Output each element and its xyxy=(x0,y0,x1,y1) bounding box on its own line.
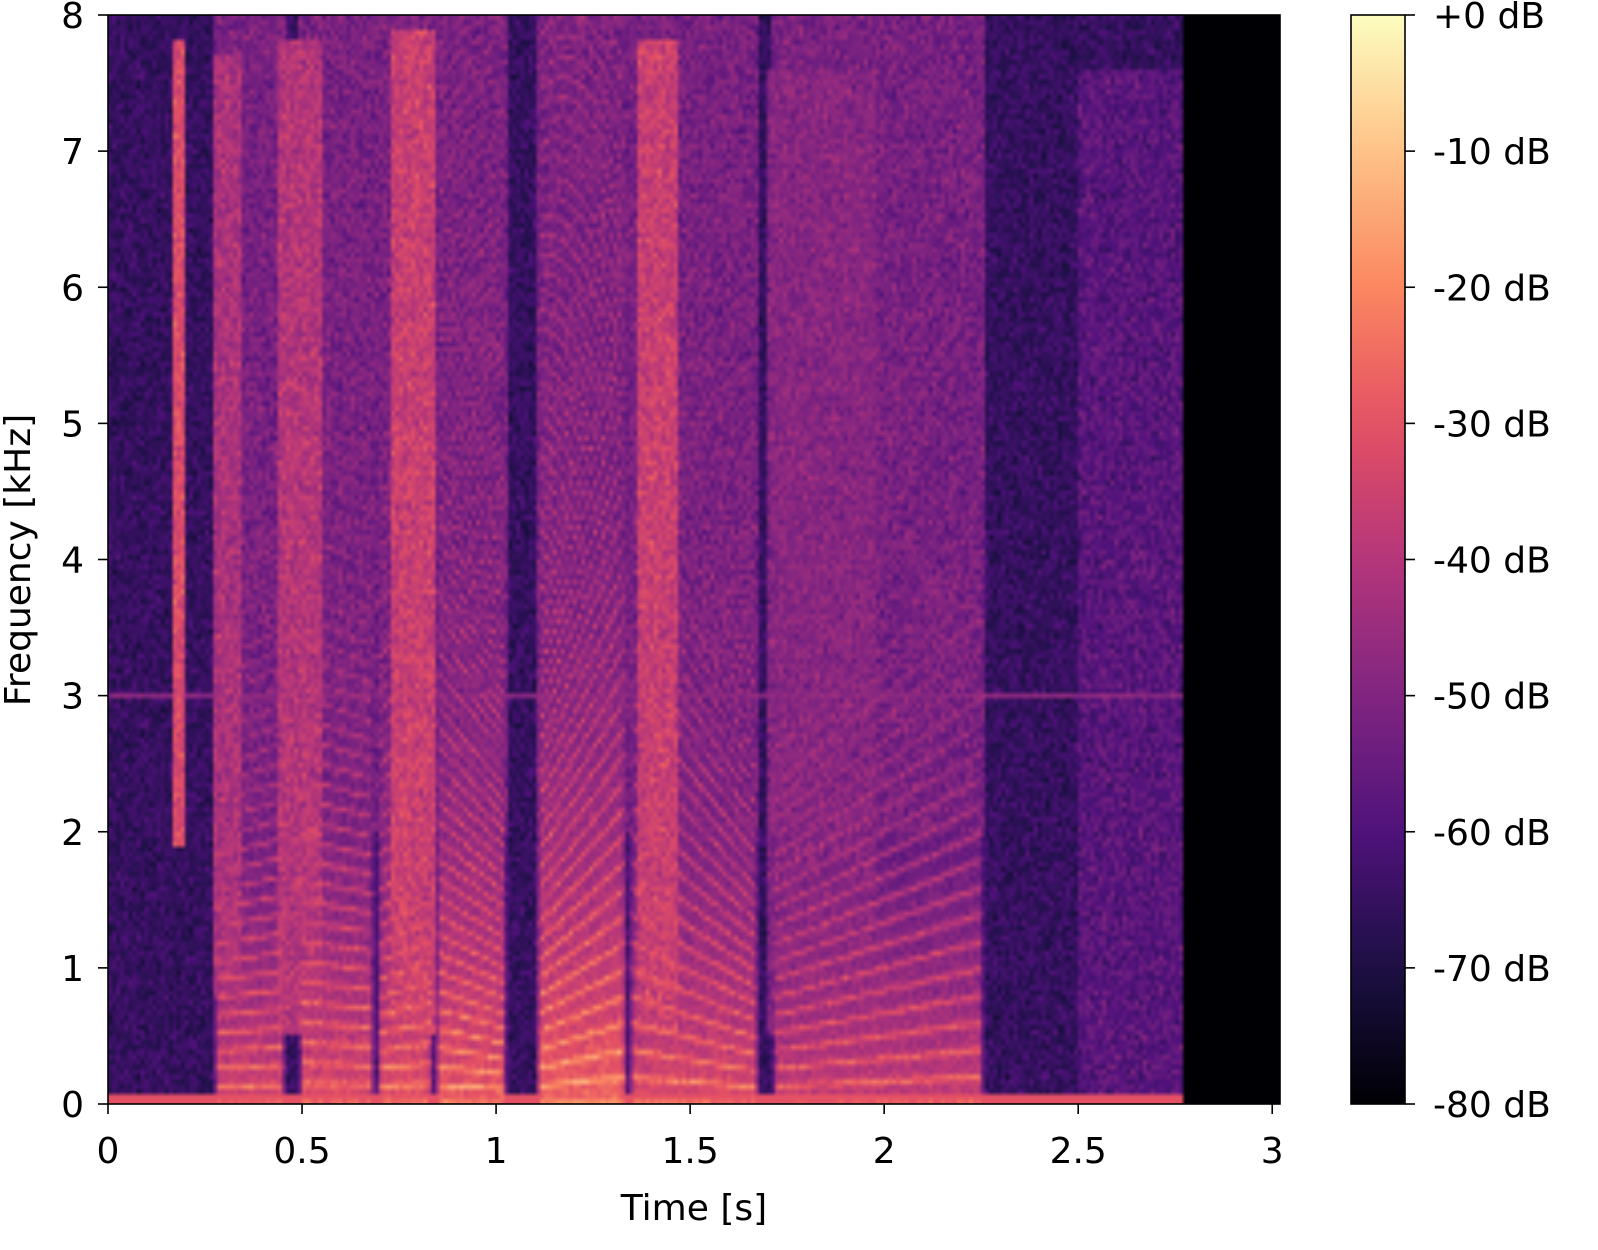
colorbar-tick-label: -20 dB xyxy=(1433,268,1551,309)
x-axis-ticks: 0 0.5 1 1.5 2 2.5 3 xyxy=(97,1104,1284,1172)
colorbar-tick-label: -40 dB xyxy=(1433,541,1551,582)
colorbar-tick-label: +0 dB xyxy=(1433,0,1545,37)
y-tick-label: 0 xyxy=(61,1085,84,1126)
x-tick-label: 2 xyxy=(873,1131,896,1172)
x-axis-label: Time [s] xyxy=(620,1188,767,1229)
x-tick-label: 0.5 xyxy=(273,1131,330,1172)
colorbar-tick-label: -80 dB xyxy=(1433,1085,1551,1126)
y-tick-label: 8 xyxy=(61,0,84,37)
y-tick-label: 7 xyxy=(61,132,84,173)
y-axis-label: Frequency [kHz] xyxy=(0,414,39,706)
x-tick-label: 2.5 xyxy=(1050,1131,1107,1172)
colorbar-ticks: +0 dB -10 dB -20 dB -30 dB -40 dB -50 dB -60 d… xyxy=(1405,0,1551,1126)
colorbar-tick-label: -60 dB xyxy=(1433,813,1551,854)
colorbar-tick-label: -50 dB xyxy=(1433,677,1551,718)
colorbar-gradient xyxy=(1351,15,1405,1104)
colorbar-tick-label: -30 dB xyxy=(1433,404,1551,445)
spectrogram-axes: 0 0.5 1 1.5 2 2.5 3 0 1 2 3 4 5 6 7 8 Time [s] Frequen… xyxy=(0,0,1284,1229)
y-tick-label: 5 xyxy=(61,404,84,445)
y-tick-label: 2 xyxy=(61,813,84,854)
y-tick-label: 6 xyxy=(61,268,84,309)
x-tick-label: 1.5 xyxy=(661,1131,718,1172)
x-tick-label: 1 xyxy=(485,1131,508,1172)
y-tick-label: 3 xyxy=(61,677,84,718)
x-tick-label: 3 xyxy=(1261,1131,1284,1172)
x-tick-label: 0 xyxy=(97,1131,120,1172)
y-axis-ticks: 0 1 2 3 4 5 6 7 8 xyxy=(61,0,108,1126)
spectrogram-image xyxy=(108,15,1280,1104)
y-tick-label: 4 xyxy=(61,541,84,582)
y-tick-label: 1 xyxy=(61,949,84,990)
colorbar: +0 dB -10 dB -20 dB -30 dB -40 dB -50 dB -60 d… xyxy=(1350,0,1551,1126)
colorbar-tick-label: -70 dB xyxy=(1433,949,1551,990)
colorbar-tick-label: -10 dB xyxy=(1433,132,1551,173)
